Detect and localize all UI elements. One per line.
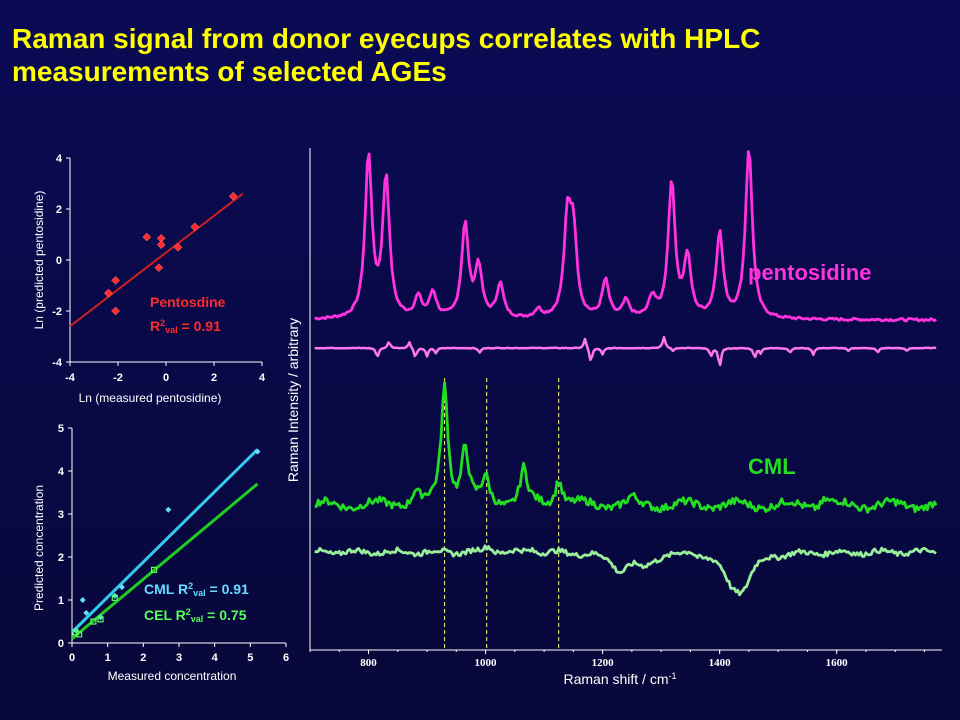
y-tick-label: -2 <box>52 306 62 318</box>
y-tick-label: 4 <box>58 466 65 478</box>
cel-data-point <box>90 618 97 625</box>
cel-data-point <box>76 631 83 638</box>
cel-fit-line <box>71 482 259 640</box>
title-line-1: Raman signal from donor eyecups correlat… <box>12 23 761 54</box>
x-tick-label: 0 <box>163 372 169 384</box>
x-tick-label: -2 <box>113 372 123 384</box>
x-tick-label: 2 <box>140 652 146 664</box>
cel-spectrum-line <box>314 544 937 597</box>
pentosidine-data-point <box>111 276 120 285</box>
cml-data-point <box>83 609 90 616</box>
cml-r2-annotation: CML R2val = 0.91 <box>144 581 249 598</box>
x-tick-label: 3 <box>176 652 182 664</box>
raman-spectra-chart: 800 1000 1200 1400 1600 Raman shift / cm-1 R… <box>285 148 942 687</box>
y-axis-title: Predicted concentration <box>32 485 46 611</box>
y-tick-label: 5 <box>58 423 64 435</box>
x-tick-label: 2 <box>211 372 217 384</box>
pentosidine-data-point <box>104 288 113 298</box>
cel-r2-annotation: CEL R2val = 0.75 <box>144 607 247 624</box>
x-tick-label: 5 <box>247 652 253 664</box>
title-line-2: measurements of selected AGEs <box>12 56 447 88</box>
x-axis-title: Ln (measured pentosidine) <box>79 391 222 405</box>
x-tick-label: 1 <box>105 652 111 664</box>
cml-spectrum-line <box>314 381 938 514</box>
x-axis-title: Raman shift / cm-1 <box>563 671 676 687</box>
x-axis-title: Measured concentration <box>108 669 237 683</box>
series-label: Pentosdine <box>150 294 226 310</box>
cel-data-point <box>97 616 104 623</box>
cel-data-point <box>111 594 118 601</box>
y-axis-title: Ln (predicted pentosidine) <box>32 191 46 330</box>
cml-fit-line <box>70 448 259 634</box>
y-tick-label: -4 <box>52 357 63 369</box>
x-tick-label: 1600 <box>826 657 849 669</box>
y-tick-label: 4 <box>56 153 63 165</box>
cml-data-point <box>165 506 172 513</box>
pentosidine-fit-line <box>69 192 244 328</box>
pentosidine-data-point <box>190 222 200 232</box>
pentosidine-data-point <box>111 306 120 316</box>
x-tick-label: 1000 <box>475 657 498 669</box>
pentosidine-data-point <box>154 263 164 273</box>
x-tick-label: 6 <box>283 652 289 664</box>
cel-data-point <box>150 566 158 574</box>
pentosidine-series-label: pentosidine <box>748 260 871 285</box>
cml-data-point <box>254 448 261 455</box>
x-tick-label: 0 <box>69 652 75 664</box>
x-tick-label: 4 <box>259 372 266 384</box>
y-tick-label: 2 <box>58 552 64 564</box>
r2-annotation: R2val = 0.91 <box>150 318 221 335</box>
y-tick-label: 0 <box>56 255 62 267</box>
x-tick-label: 800 <box>360 657 377 669</box>
y-tick-label: 1 <box>58 595 64 607</box>
pentosidine-data-point <box>228 191 238 201</box>
cml-data-point <box>118 584 125 591</box>
x-tick-label: -4 <box>65 372 76 384</box>
x-tick-label: 4 <box>212 652 219 664</box>
cml-series-label: CML <box>748 454 796 479</box>
pentosidine-difference-line <box>314 335 937 367</box>
pentosidine-data-point <box>173 242 183 252</box>
cml-data-point <box>79 597 86 603</box>
pentosidine-data-point <box>156 240 166 250</box>
y-tick-label: 0 <box>58 638 64 650</box>
page-title: Raman signal from donor eyecups correlat… <box>12 22 942 88</box>
pentosidine-spectrum-line <box>314 150 937 323</box>
cml-cel-scatter-chart: 0 1 2 3 4 5 6 5 4 3 2 1 0 Measured concentration Pre… <box>32 423 289 683</box>
pentosidine-data-point <box>142 232 152 242</box>
x-tick-label: 1400 <box>709 657 732 669</box>
pentosidine-scatter-chart: -4 -2 0 2 4 4 2 0 -2 -4 Ln (measured pentosidine)… <box>32 153 266 405</box>
x-tick-label: 1200 <box>592 657 615 669</box>
y-axis-title: Raman Intensity / arbitrary <box>285 318 301 482</box>
y-tick-label: 3 <box>58 509 64 521</box>
y-tick-label: 2 <box>56 204 62 216</box>
